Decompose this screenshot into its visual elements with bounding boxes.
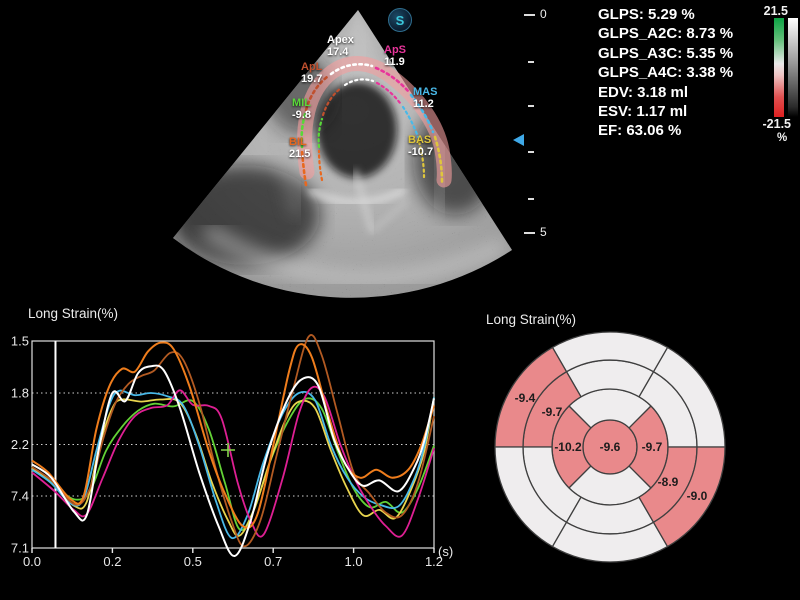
- segment-name: MIL: [292, 97, 311, 109]
- segment-value: 11.9: [384, 56, 405, 68]
- x-axis-tick-label: 1.0: [345, 554, 363, 569]
- y-axis-tick-label: 1.8: [11, 386, 29, 401]
- measurement-line: EF: 63.06 %: [598, 122, 682, 140]
- x-axis-unit-label: (s): [438, 544, 453, 559]
- strain-curve-mil: [31, 397, 435, 532]
- roi-inner-border-mas: [401, 105, 420, 139]
- strain-scale-bar: [774, 18, 784, 117]
- y-axis-tick-label: 2.2: [11, 437, 29, 452]
- segment-value: 21.5: [289, 148, 311, 160]
- segment-name: Apex: [327, 34, 354, 46]
- measurement-line: EDV: 3.18 ml: [598, 83, 689, 101]
- segment-label-apex: Apex 17.4: [327, 34, 354, 58]
- measurement-line: GLPS_A3C: 5.35 %: [598, 44, 734, 62]
- bullseye-segment-value: -9.7: [642, 440, 663, 454]
- segment-label-mil: MIL -9.8: [292, 97, 311, 121]
- roi-inner-border-apl: [321, 86, 343, 117]
- segment-name: ApS: [384, 44, 406, 56]
- bullseye-segment-value: -8.9: [658, 475, 679, 489]
- strain-chart-title: Long Strain(%): [28, 306, 119, 321]
- bullseye-map: -9.6 -10.2 -9.7 -9.7 -8.9 -9.4 -9.0: [494, 331, 726, 563]
- bullseye-segment-value: -9.0: [687, 489, 708, 503]
- bullseye-segment-value: -9.6: [600, 440, 621, 454]
- strain-curve-apex: [31, 364, 435, 557]
- bullseye-title: Long Strain(%): [486, 312, 577, 327]
- segment-value: 11.2: [413, 98, 434, 110]
- depth-tick: [524, 14, 535, 16]
- y-axis-tick-label: 7.4: [11, 488, 29, 503]
- roi-inner-border-aps: [375, 81, 402, 105]
- colorbar-min-label: -21.5: [762, 117, 792, 131]
- trackball-cursor-icon[interactable]: [221, 443, 235, 457]
- segment-value: 19.7: [301, 73, 323, 85]
- segment-value: -9.8: [292, 109, 311, 121]
- segment-value: 17.4: [327, 46, 349, 58]
- segment-name: BAS: [408, 134, 432, 146]
- bullseye-segment-value: -9.7: [542, 405, 563, 419]
- roi-outer-border-apl: [304, 75, 329, 112]
- plot-frame: [31, 340, 435, 549]
- segment-name: MAS: [413, 86, 438, 98]
- depth-tick: [528, 151, 534, 153]
- strain-curve-apl: [31, 334, 435, 548]
- segment-label-bil: BIL 21.5: [289, 136, 310, 160]
- measurement-line: ESV: 1.17 ml: [598, 103, 688, 121]
- roi-outer-border-bil: [300, 149, 308, 187]
- roi-inner-border-mil: [317, 117, 324, 149]
- colorbar-max-label: 21.5: [763, 4, 788, 18]
- ultrasound-sector: [173, 10, 512, 298]
- strain-colorbar: 21.5 -21.5 %: [760, 4, 800, 154]
- roi-inner-border-bil: [317, 149, 324, 182]
- segment-label-aps: ApS 11.9: [384, 44, 406, 68]
- segment-label-apl: ApL 19.7: [301, 61, 322, 85]
- x-axis-tick-label: 0.5: [184, 554, 202, 569]
- roi-outer-border-mas: [409, 93, 435, 134]
- gray-scale-bar: [788, 18, 798, 117]
- measurement-line: GLPS: 5.29 %: [598, 6, 695, 23]
- bullseye-segment-value: -9.4: [515, 391, 536, 405]
- roi-outer-border-apex: [329, 62, 374, 76]
- strain-curve-mas: [31, 389, 435, 540]
- strain-curve-bil: [31, 341, 435, 529]
- segment-value: -10.7: [408, 146, 434, 158]
- bullseye-segment-value: -10.2: [554, 440, 582, 454]
- measurement-line: GLPS_A4C: 3.38 %: [598, 64, 734, 82]
- depth-tick: [528, 61, 534, 63]
- strain-curve-aps: [31, 385, 435, 538]
- roi-outer-border-aps: [374, 66, 410, 93]
- strain-roi-overlay: [297, 56, 452, 188]
- segment-label-bas: BAS -10.7: [408, 134, 433, 158]
- depth-label: 0: [540, 7, 547, 21]
- bullseye-segment-ring3: [652, 446, 726, 548]
- x-axis-tick-label: 1.2: [425, 554, 443, 569]
- strain-curves-chart: 1.5 1.8 2.2 7.4 7.10.0 0.2 0.5 0.7 1.0 1.2(s): [11, 334, 453, 570]
- x-axis-tick-label: 0.2: [103, 554, 121, 569]
- segment-label-mas: MAS 11.2: [413, 86, 437, 110]
- roi-outer-border-mil: [300, 112, 307, 149]
- y-axis-tick-label: 1.5: [11, 334, 29, 349]
- x-axis-tick-label: 0.7: [264, 554, 282, 569]
- depth-tick: [528, 198, 534, 200]
- depth-tick: [528, 105, 534, 107]
- roi-inner-border-bas: [417, 140, 426, 179]
- segment-name: ApL: [301, 61, 323, 73]
- roi-outer-border-bas: [433, 135, 444, 184]
- y-axis-tick-label: 7.1: [11, 541, 29, 556]
- measurement-line: GLPS_A2C: 8.73 %: [598, 25, 734, 43]
- roi-inner-border-apex: [343, 78, 375, 87]
- focus-arrow-icon[interactable]: [513, 134, 524, 146]
- x-axis-tick-label: 0.0: [23, 554, 41, 569]
- measurement-panel: GLPS: 5.29 % GLPS_A2C: 8.73 % GLPS_A3C: 5.…: [598, 5, 733, 141]
- vendor-logo-icon: S: [388, 8, 412, 32]
- colorbar-unit-label: %: [777, 132, 788, 144]
- segment-name: BIL: [289, 136, 307, 148]
- depth-tick: [524, 232, 535, 234]
- depth-label: 5: [540, 225, 547, 239]
